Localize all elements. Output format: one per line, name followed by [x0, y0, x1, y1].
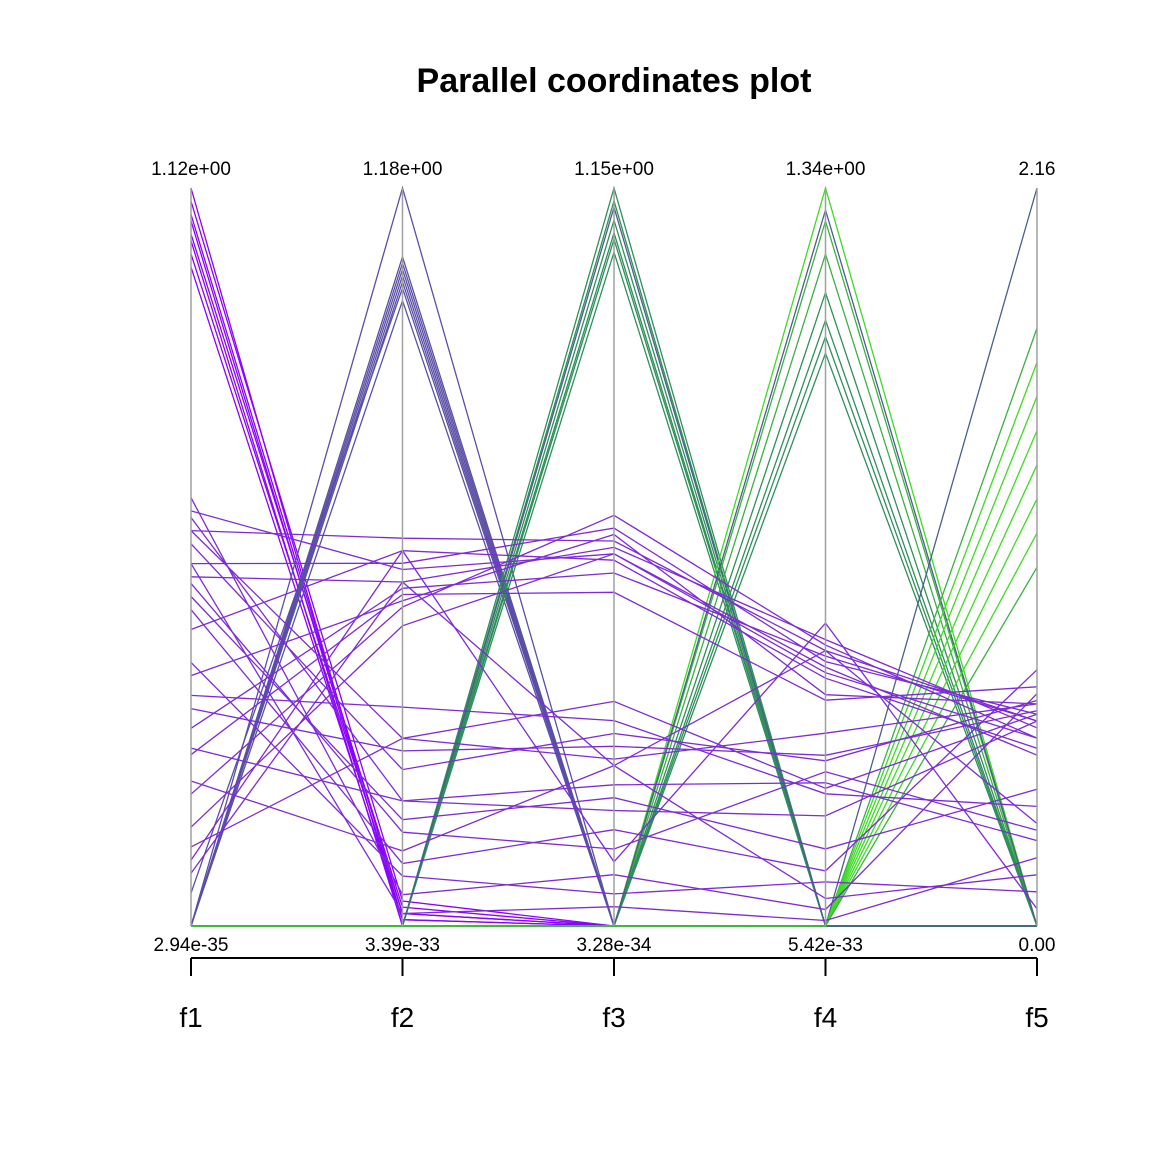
- chart-title: Parallel coordinates plot: [417, 62, 812, 100]
- axis-max-label-f5: 2.16: [1019, 159, 1056, 180]
- axis-name-label-f5: f5: [1025, 1002, 1048, 1033]
- axes: 1.12e+00 2.94e-35 f1 1.18e+00 3.39e-33 f2 1.15…: [151, 159, 1055, 1033]
- axis-min-label-f4: 5.42e-33: [788, 935, 863, 956]
- axis-min-label-f5: 0.00: [1019, 935, 1056, 956]
- axis-min-label-f2: 3.39e-33: [365, 935, 440, 956]
- axis-max-label-f3: 1.15e+00: [574, 159, 654, 180]
- axis-max-label-f2: 1.18e+00: [363, 159, 443, 180]
- axis-name-label-f4: f4: [814, 1002, 837, 1033]
- axis-min-label-f3: 3.28e-34: [576, 935, 651, 956]
- axis-name-label-f1: f1: [179, 1002, 202, 1033]
- axis-max-label-f1: 1.12e+00: [151, 159, 231, 180]
- axis-name-label-f2: f2: [391, 1002, 414, 1033]
- axis-min-label-f1: 2.94e-35: [153, 935, 228, 956]
- axis-max-label-f4: 1.34e+00: [786, 159, 866, 180]
- axis-name-label-f3: f3: [602, 1002, 625, 1033]
